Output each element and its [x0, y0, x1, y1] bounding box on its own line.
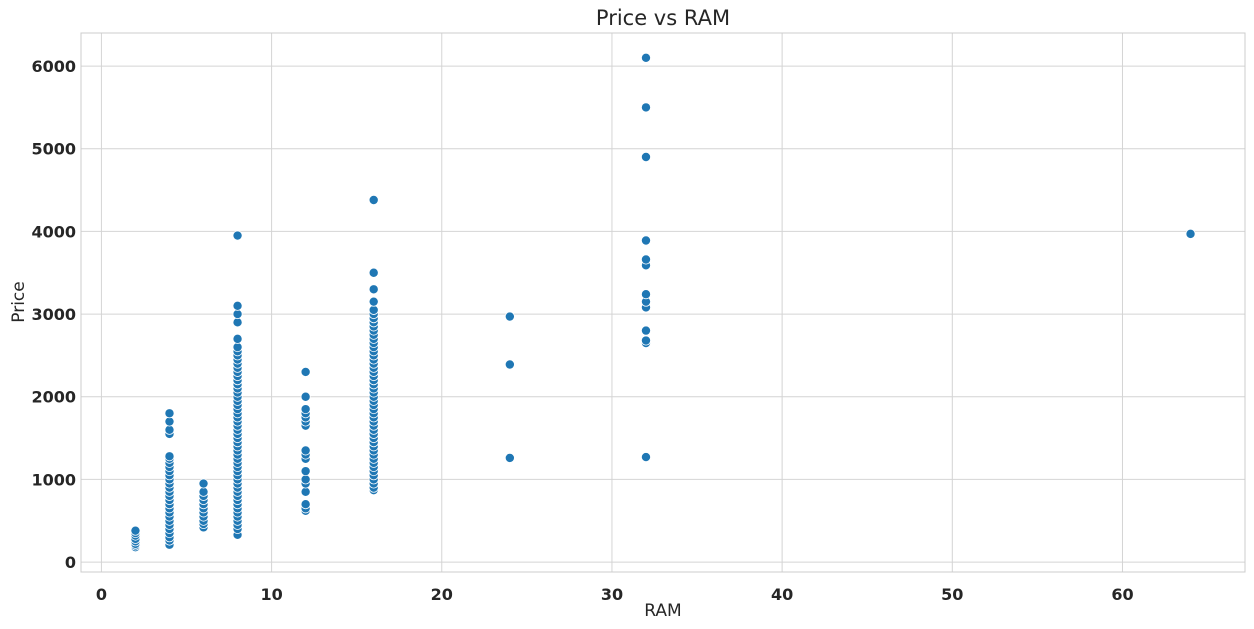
x-tick-label: 40 [771, 585, 793, 604]
data-point [232, 230, 243, 241]
x-tick-label: 60 [1111, 585, 1133, 604]
data-point [232, 333, 243, 344]
data-point [504, 452, 515, 463]
data-point [504, 359, 515, 370]
data-point [300, 466, 311, 477]
data-point [368, 304, 379, 315]
data-point [232, 342, 243, 353]
y-tick-label: 3000 [31, 305, 76, 324]
plot-frame [80, 32, 1246, 573]
x-tick-label: 10 [260, 585, 282, 604]
data-point [640, 52, 651, 63]
data-point [640, 235, 651, 246]
data-point [300, 445, 311, 456]
data-point [198, 486, 209, 497]
data-points [130, 52, 1196, 553]
x-tick-label: 30 [601, 585, 623, 604]
data-point [368, 194, 379, 205]
data-point [640, 335, 651, 346]
x-tick-label: 20 [431, 585, 453, 604]
data-point [300, 474, 311, 485]
data-point [300, 486, 311, 497]
y-axis-label: Price [9, 281, 29, 322]
y-tick-label: 5000 [31, 140, 76, 159]
data-point [300, 391, 311, 402]
data-point [300, 404, 311, 415]
x-axis-label: RAM [644, 601, 681, 621]
data-point [300, 366, 311, 377]
data-point [164, 424, 175, 435]
data-point [640, 102, 651, 113]
gridlines [81, 33, 1245, 572]
data-point [368, 284, 379, 295]
data-point [232, 300, 243, 311]
data-point [368, 296, 379, 307]
data-point [640, 325, 651, 336]
data-point [232, 309, 243, 320]
y-tick-label: 2000 [31, 388, 76, 407]
x-tick-labels: 0 10 20 30 40 50 60 [96, 585, 1134, 604]
data-point [640, 452, 651, 463]
data-point [640, 152, 651, 163]
chart-title: Price vs RAM [596, 6, 730, 30]
x-tick-label: 0 [96, 585, 107, 604]
data-point [232, 317, 243, 328]
y-tick-label: 1000 [31, 470, 76, 489]
data-point [164, 408, 175, 419]
data-point [198, 478, 209, 489]
data-point [504, 311, 515, 322]
data-point [368, 267, 379, 278]
data-point [1185, 228, 1196, 239]
data-point [164, 451, 175, 462]
data-point [130, 525, 141, 536]
x-tick-label: 50 [941, 585, 963, 604]
y-tick-label: 4000 [31, 222, 76, 241]
data-point [164, 416, 175, 427]
data-point [640, 254, 651, 265]
data-point [640, 289, 651, 300]
y-tick-label: 0 [65, 553, 76, 572]
y-tick-labels: 0 1000 2000 3000 4000 5000 6000 [31, 57, 76, 572]
data-point [300, 499, 311, 510]
y-tick-label: 6000 [31, 57, 76, 76]
